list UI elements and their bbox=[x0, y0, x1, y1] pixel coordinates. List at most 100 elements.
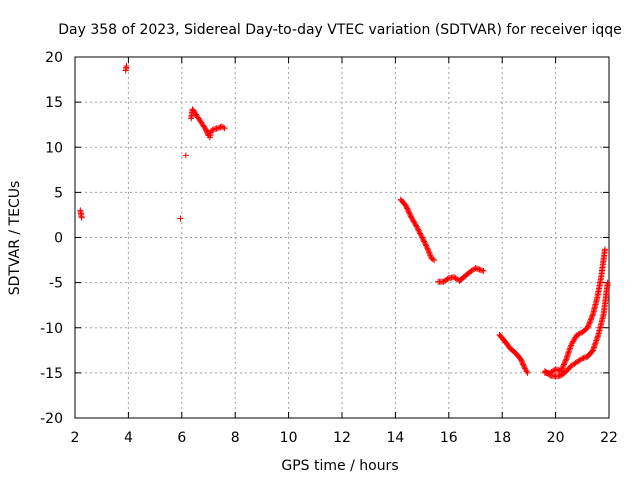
data-point-midday-descent bbox=[414, 225, 421, 232]
data-point-midday-descent bbox=[424, 245, 431, 252]
x-tick-label: 4 bbox=[124, 430, 133, 446]
x-tick-label: 20 bbox=[547, 430, 565, 446]
data-point-midday-descent bbox=[425, 246, 432, 253]
y-tick-label: -15 bbox=[40, 366, 63, 382]
data-point-midday-descent bbox=[419, 235, 426, 242]
data-point-midday-descent bbox=[403, 204, 410, 211]
data-point-night-lower bbox=[577, 356, 584, 363]
data-point-midday-descent bbox=[415, 227, 422, 234]
data-point-midday-descent bbox=[418, 233, 425, 240]
x-tick-label: 8 bbox=[231, 430, 240, 446]
data-point-midday-descent bbox=[417, 230, 424, 237]
data-point-midday-descent bbox=[412, 222, 419, 229]
data-point-midday-descent bbox=[423, 242, 430, 249]
y-tick-label: 20 bbox=[45, 50, 63, 66]
data-point-night-upper bbox=[584, 324, 591, 331]
data-point-midday-descent bbox=[413, 223, 420, 230]
data-point-night-upper bbox=[587, 316, 594, 323]
data-point-night-upper bbox=[560, 361, 567, 368]
data-point-midday-descent bbox=[421, 238, 428, 245]
data-point-night-upper bbox=[559, 365, 566, 372]
x-tick-label: 2 bbox=[71, 430, 80, 446]
data-point-night-upper bbox=[585, 323, 592, 330]
data-point-midday-descent bbox=[407, 212, 414, 219]
data-point-afternoon-flat bbox=[480, 267, 487, 274]
data-point-night-upper bbox=[588, 315, 595, 322]
axis-ticks: 2 4 6 8 10 12 14 16 18 20 22 -20 -15 -10 -5 0 5 10 15 20 bbox=[40, 50, 618, 446]
data-point-night-upper bbox=[601, 246, 608, 253]
data-point-midday-descent bbox=[421, 239, 428, 246]
data-point-night-upper bbox=[565, 348, 572, 355]
data-point-morning-cluster bbox=[221, 125, 228, 132]
chart-title: Day 358 of 2023, Sidereal Day-to-day VTE… bbox=[58, 22, 622, 38]
data-point-early-2 bbox=[123, 63, 130, 70]
y-tick-label: 0 bbox=[54, 231, 63, 247]
y-tick-label: 5 bbox=[54, 185, 63, 201]
data-point-midday-descent bbox=[425, 248, 432, 255]
y-tick-label: 10 bbox=[45, 140, 63, 156]
data-point-midday-descent bbox=[422, 241, 429, 248]
data-point-night-upper bbox=[585, 322, 592, 329]
data-point-midday-descent bbox=[405, 208, 412, 215]
x-tick-label: 6 bbox=[177, 430, 186, 446]
data-point-early-3 bbox=[182, 152, 189, 159]
data-point-midday-descent bbox=[431, 257, 438, 264]
grid-lines bbox=[75, 57, 609, 418]
data-point-night-upper bbox=[557, 368, 564, 375]
data-point-evening-descent bbox=[519, 358, 526, 365]
data-point-morning-cluster bbox=[209, 127, 216, 134]
data-point-night-upper bbox=[589, 312, 596, 319]
data-point-evening-descent bbox=[524, 369, 531, 376]
data-point-night-upper bbox=[560, 362, 567, 369]
data-point-early-3 bbox=[177, 215, 184, 222]
data-point-night-upper bbox=[562, 358, 569, 365]
data-point-night-upper bbox=[568, 342, 575, 349]
data-point-morning-cluster bbox=[214, 125, 221, 132]
y-tick-label: -20 bbox=[40, 411, 63, 427]
x-tick-label: 22 bbox=[600, 430, 618, 446]
data-point-midday-descent bbox=[406, 210, 413, 217]
data-point-midday-descent bbox=[404, 205, 411, 212]
x-tick-label: 10 bbox=[280, 430, 298, 446]
data-point-midday-descent bbox=[416, 229, 423, 236]
data-point-afternoon-flat bbox=[444, 276, 451, 283]
data-point-evening-descent bbox=[517, 356, 524, 363]
data-point-night-upper bbox=[587, 317, 594, 324]
data-point-midday-descent bbox=[415, 226, 422, 233]
x-tick-label: 14 bbox=[386, 430, 404, 446]
data-point-early-1 bbox=[78, 214, 85, 221]
data-point-midday-descent bbox=[420, 237, 427, 244]
data-point-midday-descent bbox=[427, 252, 434, 259]
data-point-evening-descent bbox=[520, 362, 527, 369]
x-axis-label: GPS time / hours bbox=[281, 458, 398, 474]
data-point-night-upper bbox=[561, 360, 568, 367]
x-tick-label: 12 bbox=[333, 430, 351, 446]
data-point-morning-cluster bbox=[203, 128, 210, 135]
data-point-night-upper bbox=[559, 364, 566, 371]
data-point-morning-cluster bbox=[202, 126, 209, 133]
x-tick-label: 18 bbox=[493, 430, 511, 446]
data-point-midday-descent bbox=[417, 231, 424, 238]
data-point-morning-cluster bbox=[203, 127, 210, 134]
data-point-night-upper bbox=[588, 313, 595, 320]
data-point-night-upper bbox=[573, 331, 580, 338]
data-point-night-upper bbox=[586, 320, 593, 327]
data-point-night-upper bbox=[586, 319, 593, 326]
data-point-midday-descent bbox=[426, 251, 433, 258]
data-point-midday-descent bbox=[404, 206, 411, 213]
data-point-midday-descent bbox=[423, 243, 430, 250]
data-point-midday-descent bbox=[429, 256, 436, 263]
data-point-night-upper bbox=[575, 331, 582, 338]
y-axis-label: SDTVAR / TECUs bbox=[7, 181, 23, 296]
y-tick-label: -10 bbox=[40, 321, 63, 337]
data-point-morning-cluster bbox=[220, 124, 227, 131]
y-tick-label: 15 bbox=[45, 95, 63, 111]
data-point-evening-descent bbox=[518, 357, 525, 364]
data-point-night-upper bbox=[576, 330, 583, 337]
data-point-evening-descent bbox=[521, 364, 528, 371]
data-point-night-upper bbox=[558, 366, 565, 373]
x-tick-label: 16 bbox=[440, 430, 458, 446]
data-points bbox=[77, 63, 611, 380]
data-point-midday-descent bbox=[426, 249, 433, 256]
